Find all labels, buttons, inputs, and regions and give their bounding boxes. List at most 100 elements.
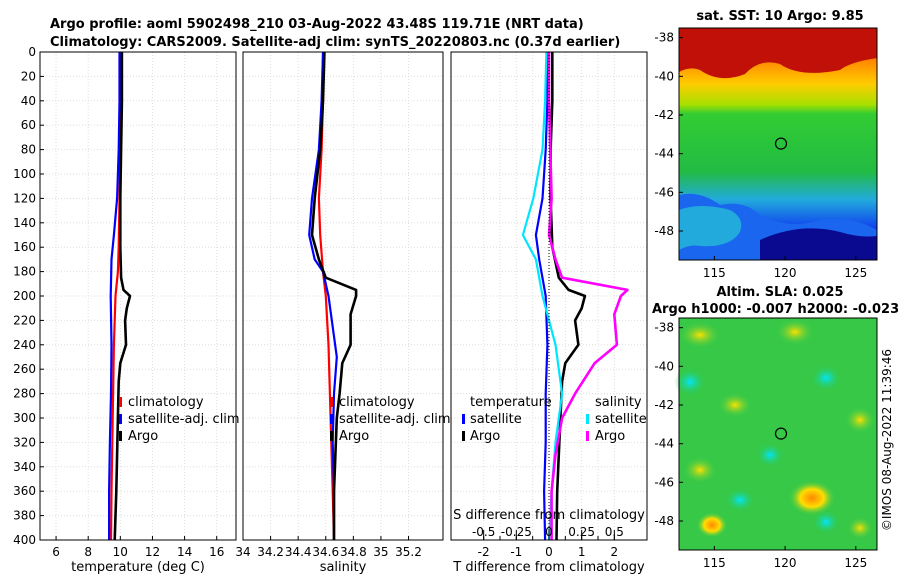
sla-yellow-blob xyxy=(717,392,753,418)
map-x-tick-label: 115 xyxy=(703,266,726,280)
x-tick-label: -2 xyxy=(478,545,490,559)
legend-salinity-label: salinity xyxy=(595,395,642,410)
sla-blue-blob xyxy=(725,488,755,512)
x-tick-label: 12 xyxy=(145,545,160,559)
sla-map-frame xyxy=(678,317,878,551)
legend-argo-label: Argo xyxy=(128,429,158,444)
y-tick-label: 280 xyxy=(13,387,36,401)
sla-yellow-blob xyxy=(775,318,815,346)
difference-legend-right: salinity satellite Argo xyxy=(586,395,647,444)
y-tick-label: 80 xyxy=(21,143,36,157)
legend-climatology-swatch xyxy=(119,397,122,407)
series-s-satellite xyxy=(521,51,564,541)
y-tick-label: 20 xyxy=(21,69,36,83)
map-y-tick-label: -42 xyxy=(654,398,674,412)
y-tick-label: 160 xyxy=(13,240,36,254)
y-tick-label: 260 xyxy=(13,362,36,376)
y-tick-label: 40 xyxy=(21,94,36,108)
legend-climatology-label: climatology xyxy=(339,395,415,410)
map-x-tick-label: 115 xyxy=(703,556,726,570)
x-tick-label: 10 xyxy=(113,545,128,559)
series-s-argo xyxy=(547,52,629,540)
y-tick-label: 180 xyxy=(13,265,36,279)
legend-s-argo-swatch xyxy=(586,431,589,441)
x-tick-label: 34.2 xyxy=(257,545,284,559)
map-y-tick-label: -40 xyxy=(654,69,674,83)
map-x-tick-label: 120 xyxy=(774,266,797,280)
map-y-tick-label: -40 xyxy=(654,359,674,373)
top-x-tick-label: 0.5 xyxy=(605,525,624,539)
legend-argo-swatch xyxy=(330,431,333,441)
difference-legend-left: temperature satellite Argo xyxy=(462,395,552,444)
temperature-panel: 6 8 10 12 14 16 0 20 40 60 80 100 120 140 160 180 200 22… xyxy=(13,45,240,575)
sst-texture xyxy=(679,28,877,260)
difference-series xyxy=(521,51,629,541)
sla-blue-blob xyxy=(756,443,784,467)
series-satellite-adj-clim xyxy=(107,52,121,540)
difference-xlabel: T difference from climatology xyxy=(452,560,645,575)
sst-cold-region xyxy=(760,228,877,260)
legend-s-satellite-label: satellite xyxy=(595,412,647,427)
difference-panel: -2-1.5-1-0.5 0 0.5 1 1.5 2 -0.5 -0.25 0 0.25 0.5 … xyxy=(450,51,648,575)
top-x-tick-label: -0.25 xyxy=(501,525,532,539)
map-y-tick-label: -38 xyxy=(654,31,674,45)
x-tick-label: -1 xyxy=(510,545,522,559)
legend-t-argo-swatch xyxy=(462,431,465,441)
legend-satellite-swatch xyxy=(330,414,333,424)
x-tick-label: -1.5 xyxy=(488,545,511,559)
map-y-tick-label: -44 xyxy=(654,437,674,451)
legend-climatology-swatch xyxy=(330,397,333,407)
y-tick-label: 120 xyxy=(13,191,36,205)
map-y-tick-label: -42 xyxy=(654,108,674,122)
sla-map-panel: Altim. SLA: 0.025 Argo h1000: -0.007 h20… xyxy=(652,285,899,570)
difference-xticks: -2-1.5-1-0.5 0 0.5 1 1.5 2 xyxy=(478,536,618,559)
x-tick-label: 0 xyxy=(545,545,553,559)
x-tick-label: 35 xyxy=(373,545,388,559)
y-tick-label: 360 xyxy=(13,484,36,498)
legend-satellite-label: satellite-adj. clim xyxy=(339,412,451,427)
top-x-tick-label: 0 xyxy=(545,525,553,539)
legend-satellite-swatch xyxy=(119,414,122,424)
y-tick-label: 220 xyxy=(13,313,36,327)
temperature-yticks: 0 20 40 60 80 100 120 140 160 180 200 220 240 260 280 3… xyxy=(13,45,44,547)
sla-argo-marker xyxy=(774,427,788,440)
sla-blue-blob xyxy=(674,368,706,396)
x-tick-label: 8 xyxy=(84,545,92,559)
salinity-xticks: 34 34.2 34.4 34.6 34.8 35 35.2 xyxy=(235,536,422,559)
legend-t-satellite-swatch xyxy=(462,414,465,424)
salinity-panel: 34 34.2 34.4 34.6 34.8 35 35.2 salinity climat… xyxy=(235,51,451,575)
map-y-tick-label: -46 xyxy=(654,185,674,199)
sst-argo-marker xyxy=(774,137,788,150)
sla-yellow-blob xyxy=(682,456,718,484)
y-tick-label: 340 xyxy=(13,460,36,474)
map-x-tick-label: 125 xyxy=(844,556,867,570)
sla-blue-blob xyxy=(811,365,841,391)
header-line2: Climatology: CARS2009. Satellite-adj cli… xyxy=(50,35,620,50)
y-tick-label: 100 xyxy=(13,167,36,181)
temperature-xticks: 6 8 10 12 14 16 xyxy=(52,536,224,559)
x-tick-label: 16 xyxy=(209,545,224,559)
sla-blue-blob xyxy=(812,510,840,534)
sla-map-title: Altim. SLA: 0.025 xyxy=(717,285,844,300)
series-t-satellite xyxy=(534,52,549,541)
sla-yellow-blob xyxy=(844,406,876,434)
legend-argo-label: Argo xyxy=(339,429,369,444)
y-tick-label: 60 xyxy=(21,118,36,132)
sla-yellow-blob xyxy=(846,516,874,540)
sst-yticks: -38 -40 -42 -44 -46 -48 xyxy=(654,31,683,238)
sst-xticks: 115 120 125 xyxy=(703,256,867,280)
legend-salinity-swatch xyxy=(586,397,589,407)
top-x-tick-label: -0.5 xyxy=(472,525,495,539)
sst-map-title: sat. SST: 10 Argo: 9.85 xyxy=(696,9,863,24)
sla-yellow-blob xyxy=(678,321,722,349)
temperature-legend: climatology satellite-adj. clim Argo xyxy=(119,395,240,444)
y-tick-label: 240 xyxy=(13,338,36,352)
map-y-tick-label: -48 xyxy=(654,514,674,528)
sst-cyan-region xyxy=(679,206,742,250)
salinity-axes-box xyxy=(242,51,444,541)
sla-field xyxy=(679,318,877,550)
sla-xticks: 115 120 125 xyxy=(703,546,867,570)
legend-s-argo-label: Argo xyxy=(595,429,625,444)
y-tick-label: 0 xyxy=(28,45,36,59)
